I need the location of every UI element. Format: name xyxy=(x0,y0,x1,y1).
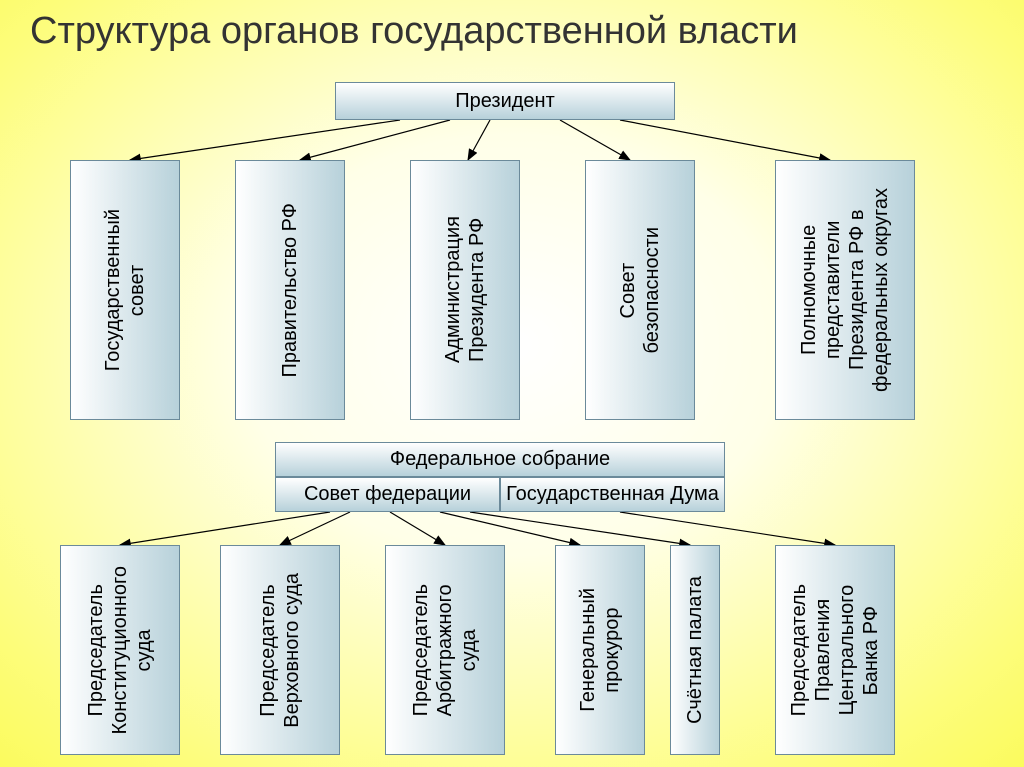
label: Председатель Конституционного суда xyxy=(84,566,156,734)
node-central-bank: Председатель Правления Центрального Банк… xyxy=(775,545,895,755)
node-government-rf: Правительство РФ xyxy=(235,160,345,420)
label: Правительство РФ xyxy=(278,203,302,377)
node-accounts-chamber: Счётная палата xyxy=(670,545,720,755)
label: Государственная Дума xyxy=(506,483,719,506)
label: Председатель Арбитражного суда xyxy=(409,584,481,716)
node-gos-sovet: Государственный совет xyxy=(70,160,180,420)
label: Совет безопасности xyxy=(616,227,664,353)
node-supreme-court: Председатель Верховного суда xyxy=(220,545,340,755)
label: Государственный совет xyxy=(101,209,149,371)
node-federation-council: Совет федерации xyxy=(275,477,500,512)
node-president: Президент xyxy=(335,82,675,120)
label: Председатель Правления Центрального Банк… xyxy=(787,584,883,716)
label: Федеральное собрание xyxy=(390,448,610,471)
node-constitutional-court: Председатель Конституционного суда xyxy=(60,545,180,755)
node-prosecutor-general: Генеральный прокурор xyxy=(555,545,645,755)
node-plenipotentiary: Полномочные представители Президента РФ … xyxy=(775,160,915,420)
label: Полномочные представители Президента РФ … xyxy=(797,188,893,392)
label: Президент xyxy=(455,90,555,113)
node-arbitration-court: Председатель Арбитражного суда xyxy=(385,545,505,755)
node-federal-assembly: Федеральное собрание xyxy=(275,442,725,477)
label: Председатель Верховного суда xyxy=(256,573,304,728)
label: Совет федерации xyxy=(304,483,471,506)
node-security-council: Совет безопасности xyxy=(585,160,695,420)
node-state-duma: Государственная Дума xyxy=(500,477,725,512)
label: Генеральный прокурор xyxy=(576,588,624,712)
page-title: Структура органов государственной власти xyxy=(30,10,798,53)
label: Администрация Президента РФ xyxy=(441,216,489,363)
label: Счётная палата xyxy=(683,576,707,724)
node-administration: Администрация Президента РФ xyxy=(410,160,520,420)
